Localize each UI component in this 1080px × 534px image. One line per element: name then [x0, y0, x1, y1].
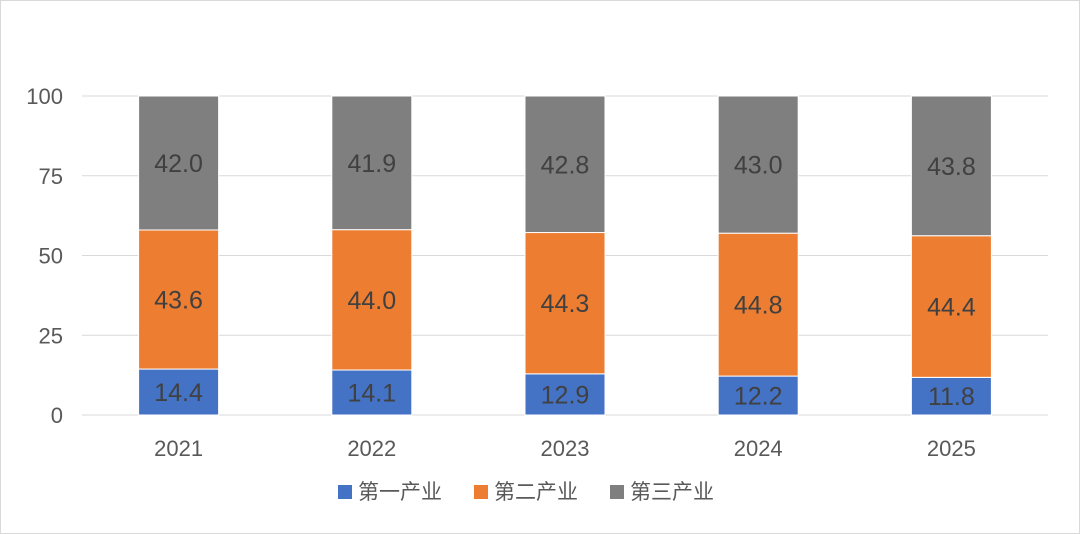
x-tick-label-2022: 2022: [347, 436, 396, 461]
data-label-2021-series-3: 42.0: [154, 150, 203, 178]
data-label-2024-series-1: 12.2: [734, 383, 783, 411]
bar-2025-series-1: [910, 376, 992, 416]
y-tick-label-50: 50: [39, 244, 63, 269]
data-label-2021-series-2: 43.6: [154, 287, 203, 315]
bar-2021-series-1: [138, 368, 220, 416]
legend-label-1: 第一产业: [358, 480, 442, 504]
bars: [138, 95, 992, 416]
x-tick-label-2025: 2025: [927, 436, 976, 461]
data-label-2023-series-1: 12.9: [541, 381, 590, 409]
data-labels: 14.4 43.6 42.0 14.1 44.0 41.9 12.9 44.3 42.8 12.2…: [154, 150, 976, 411]
y-tick-label-25: 25: [39, 323, 63, 348]
data-label-2022-series-2: 44.0: [347, 287, 396, 315]
legend-swatch-3: [610, 485, 624, 499]
bar-2025-series-3: [910, 95, 992, 237]
legend-label-3: 第三产业: [630, 480, 714, 504]
legend-swatch-1: [338, 485, 352, 499]
y-tick-label-100: 100: [26, 84, 63, 109]
bar-2021-series-3: [138, 95, 220, 231]
x-tick-label-2023: 2023: [541, 436, 590, 461]
x-axis-ticks: 2021 2022 2023 2024 2025: [154, 436, 976, 461]
data-label-2021-series-1: 14.4: [154, 379, 203, 407]
x-tick-label-2021: 2021: [154, 436, 203, 461]
data-label-2023-series-2: 44.3: [541, 290, 590, 318]
bar-2024-series-3: [717, 95, 799, 234]
legend-swatch-2: [474, 485, 488, 499]
data-label-2022-series-3: 41.9: [347, 150, 396, 178]
data-label-2023-series-3: 42.8: [541, 151, 590, 179]
legend: 第一产业 第二产业 第三产业: [338, 480, 714, 504]
bar-2023-series-2: [524, 232, 606, 375]
bar-2023-series-3: [524, 95, 606, 234]
data-label-2025-series-1: 11.8: [928, 383, 975, 411]
bar-2024-series-2: [717, 232, 799, 377]
data-label-2025-series-2: 44.4: [927, 294, 976, 322]
y-tick-label-75: 75: [39, 164, 63, 189]
bar-2023-series-1: [524, 373, 606, 416]
bar-2022-series-3: [331, 95, 413, 231]
data-label-2025-series-3: 43.8: [927, 153, 976, 181]
legend-label-2: 第二产业: [494, 480, 578, 504]
y-tick-label-0: 0: [51, 403, 63, 428]
data-label-2024-series-2: 44.8: [734, 292, 783, 320]
y-axis-ticks: 0 25 50 75 100: [26, 84, 63, 428]
data-label-2022-series-1: 14.1: [347, 380, 396, 408]
x-tick-label-2024: 2024: [734, 436, 783, 461]
bar-2025-series-2: [910, 235, 992, 378]
data-label-2024-series-3: 43.0: [734, 152, 783, 180]
